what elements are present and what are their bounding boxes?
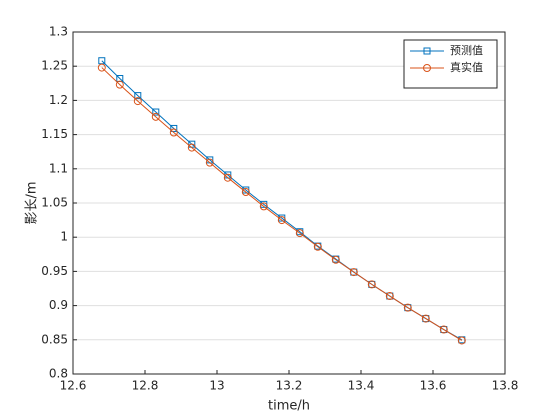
marker xyxy=(205,158,214,167)
marker xyxy=(313,242,322,251)
legend-label: 真实值 xyxy=(450,60,483,74)
legend-label: 预测值 xyxy=(450,44,483,57)
y-tick-label: 1.25 xyxy=(41,59,68,73)
marker xyxy=(349,268,358,277)
marker xyxy=(115,80,124,89)
x-tick-label: 13.8 xyxy=(492,379,519,393)
y-tick-label: 1.05 xyxy=(41,196,68,210)
y-tick-label: 1.3 xyxy=(49,25,68,39)
marker xyxy=(97,63,106,72)
marker xyxy=(403,303,412,312)
x-tick-label: 13.2 xyxy=(276,379,303,393)
y-tick-label: 1 xyxy=(60,230,68,244)
y-tick-label: 0.85 xyxy=(41,332,68,346)
marker xyxy=(170,124,178,132)
marker xyxy=(151,112,160,121)
x-tick-label: 13.6 xyxy=(420,379,447,393)
x-tick-label: 13 xyxy=(209,379,224,393)
marker xyxy=(169,128,178,137)
marker xyxy=(457,336,466,345)
marker xyxy=(223,173,232,182)
y-tick-label: 0.9 xyxy=(49,298,68,312)
axes-box xyxy=(72,31,506,375)
marker xyxy=(421,314,430,323)
x-tick-label: 13.4 xyxy=(348,379,375,393)
marker xyxy=(295,229,304,238)
marker xyxy=(134,92,142,100)
marker xyxy=(133,97,142,106)
marker xyxy=(241,188,250,197)
marker xyxy=(187,143,196,152)
x-tick-label: 12.6 xyxy=(60,379,87,393)
y-tick-label: 0.8 xyxy=(49,367,68,381)
y-tick-label: 1.15 xyxy=(41,127,68,141)
marker xyxy=(367,280,376,289)
marker xyxy=(423,64,431,72)
marker xyxy=(439,325,448,334)
y-tick-label: 1.1 xyxy=(49,161,68,175)
legend-box xyxy=(403,39,498,89)
series-line xyxy=(101,67,463,341)
marker xyxy=(423,47,431,55)
marker xyxy=(385,292,394,301)
x-axis-label: time/h xyxy=(268,399,310,414)
marker xyxy=(259,202,268,211)
y-tick-label: 0.95 xyxy=(41,264,68,278)
y-tick-label: 1.2 xyxy=(49,93,68,107)
marker xyxy=(152,108,160,116)
marker xyxy=(331,255,340,264)
x-tick-label: 12.8 xyxy=(132,379,159,393)
y-axis-label: 影长/m xyxy=(25,181,40,224)
marker xyxy=(277,216,286,225)
